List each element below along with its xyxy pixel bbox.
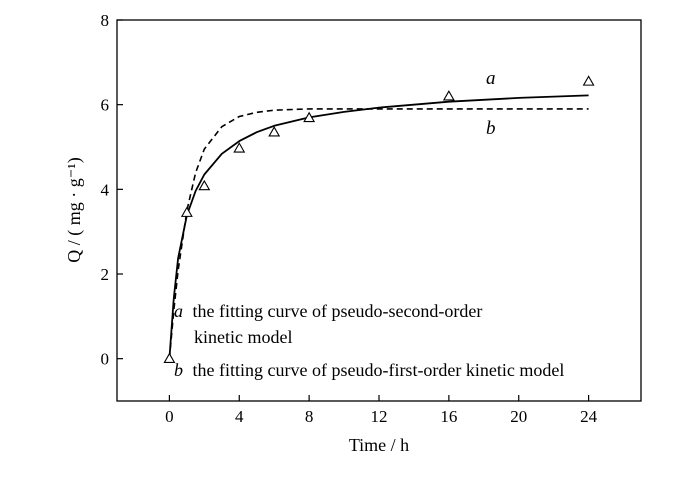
legend-text-a: the fitting curve of pseudo-second-order — [193, 301, 483, 321]
y-axis-ticks: 0 2 4 6 8 — [101, 11, 123, 369]
data-point-triangle — [268, 126, 281, 137]
data-point-triangle — [180, 206, 193, 217]
data-point-triangle — [442, 90, 455, 101]
legend-text-b: the fitting curve of pseudo-first-order … — [193, 360, 565, 380]
data-point-triangle — [582, 75, 595, 86]
legend-entry-a-line2: kinetic model — [194, 327, 292, 347]
legend-letter-a: a — [174, 301, 183, 321]
fit-curves — [168, 94, 589, 359]
curve-label-a: a — [486, 68, 496, 89]
x-tick-label: 16 — [440, 407, 457, 426]
x-tick-label: 12 — [371, 407, 388, 426]
x-tick-label: 8 — [305, 407, 314, 426]
y-tick-label: 8 — [101, 11, 110, 30]
x-axis-title: Time / h — [349, 435, 409, 455]
y-tick-label: 0 — [101, 350, 110, 369]
x-tick-label: 4 — [235, 407, 244, 426]
data-point-triangle — [303, 111, 316, 123]
x-tick-label: 20 — [510, 407, 527, 426]
x-tick-label: 0 — [165, 407, 174, 426]
data-point-triangle — [198, 179, 211, 191]
curve-label-b: b — [486, 118, 496, 139]
y-axis-title: Q / ( mg · g⁻¹) — [64, 157, 85, 262]
data-point-triangle — [233, 142, 246, 153]
legend-entry-b: b the fitting curve of pseudo-first-orde… — [174, 360, 564, 380]
data-point-triangle — [163, 352, 176, 363]
y-tick-label: 6 — [101, 96, 110, 115]
legend-entry-a: a the fitting curve of pseudo-second-ord… — [174, 301, 482, 321]
series-curve-b — [168, 108, 589, 359]
experimental-points — [163, 75, 595, 363]
x-tick-label: 24 — [580, 407, 598, 426]
legend-letter-b: b — [174, 360, 183, 380]
y-tick-label: 4 — [101, 180, 110, 199]
x-axis-ticks: 0 4 8 12 16 20 24 — [165, 395, 598, 426]
y-tick-label: 2 — [101, 265, 110, 284]
